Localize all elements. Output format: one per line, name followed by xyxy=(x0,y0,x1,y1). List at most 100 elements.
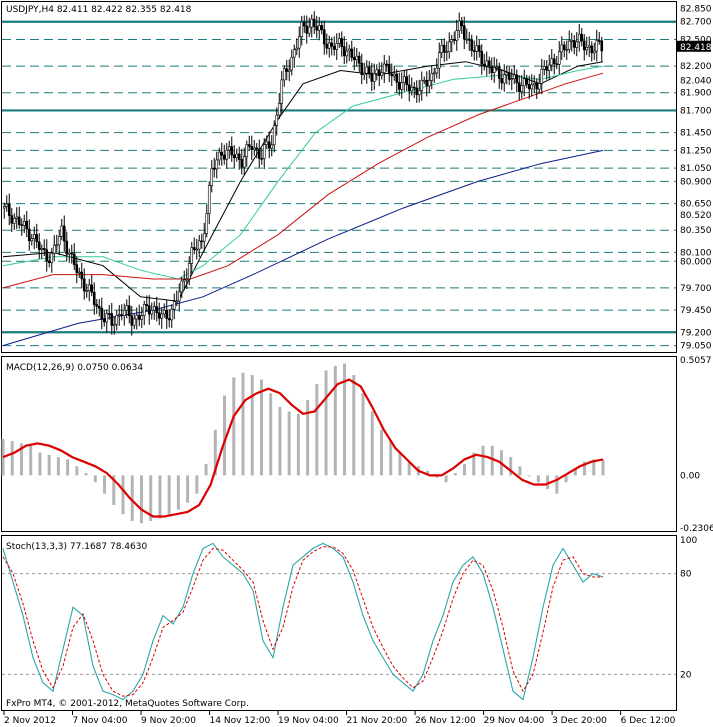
candle-body xyxy=(280,79,284,104)
candle xyxy=(495,58,499,72)
candle-body xyxy=(325,43,329,49)
candle-body xyxy=(347,48,351,52)
candle-body xyxy=(382,63,386,74)
macd-histogram-bar xyxy=(389,441,393,476)
candle-body xyxy=(445,51,449,53)
current-price-tag xyxy=(677,40,711,52)
macd-histogram-bar xyxy=(490,445,494,476)
candle-body xyxy=(42,248,46,251)
candle xyxy=(65,231,69,262)
candle xyxy=(135,307,139,330)
candle-body xyxy=(35,234,39,243)
candle xyxy=(325,33,329,55)
candle-body xyxy=(397,81,401,90)
candle xyxy=(387,55,391,83)
macd-histogram-bar xyxy=(66,459,70,476)
candle xyxy=(95,299,99,314)
candle-body xyxy=(202,233,206,242)
macd-histogram-bar xyxy=(361,393,365,476)
candle xyxy=(332,36,336,56)
candle-body xyxy=(487,60,491,67)
candle-body xyxy=(390,73,394,77)
candle-body xyxy=(90,284,94,293)
macd-histogram-bar xyxy=(250,374,254,476)
candle-body xyxy=(167,318,171,321)
candle xyxy=(215,151,219,179)
candle-body xyxy=(547,64,551,71)
candle-body xyxy=(357,55,361,64)
candle-body xyxy=(300,21,304,38)
candle-body xyxy=(212,168,216,170)
candle xyxy=(137,304,141,327)
macd-signal-path xyxy=(2,378,604,518)
candle-body xyxy=(582,40,586,51)
candle-body xyxy=(480,51,484,65)
macd-histogram-bar xyxy=(426,470,430,476)
candle-body xyxy=(380,72,384,76)
candle-body xyxy=(342,46,346,57)
price-axis-label: 81.900 xyxy=(680,89,712,99)
price-panel: USDJPY,H4 82.411 82.422 82.355 82.418 82… xyxy=(1,1,712,353)
candle-body xyxy=(360,62,364,75)
candle-body xyxy=(462,25,466,40)
stoch-panel: Stoch(13,3,3) 77.1687 78.4630 FxPro MT4,… xyxy=(1,535,697,711)
candle-body xyxy=(350,48,354,58)
candle xyxy=(545,60,549,80)
candle xyxy=(447,32,451,59)
candle-body xyxy=(597,40,601,42)
candle xyxy=(110,302,114,335)
candle xyxy=(437,42,441,79)
candle xyxy=(10,207,14,232)
candle-body xyxy=(15,216,19,219)
macd-histogram-bar xyxy=(278,406,282,476)
candle xyxy=(290,49,294,76)
candle-body xyxy=(395,73,399,83)
macd-histogram-bar xyxy=(509,457,513,476)
candle-body xyxy=(157,312,161,319)
candle-body xyxy=(122,309,126,316)
candle xyxy=(515,69,519,93)
candle xyxy=(240,148,244,175)
price-axis-label: 79.450 xyxy=(680,306,712,316)
macd-axis-label: 0.5057 xyxy=(680,356,712,366)
macd-histogram-bar xyxy=(1,438,5,476)
candle-body xyxy=(415,87,419,96)
macd-histogram-bar xyxy=(93,475,97,483)
macd-histogram-bar xyxy=(186,475,190,503)
candle xyxy=(465,28,469,44)
candle xyxy=(375,64,379,81)
candle xyxy=(67,248,71,263)
candle-body xyxy=(255,147,259,150)
candle-body xyxy=(592,50,596,54)
candle xyxy=(62,215,66,252)
candle xyxy=(47,253,51,268)
candle xyxy=(347,44,351,62)
copyright: FxPro MT4, © 2001-2012, MetaQuotes Softw… xyxy=(6,699,249,709)
candle-body xyxy=(595,40,599,52)
candle-body xyxy=(62,225,66,242)
candle xyxy=(100,297,104,330)
candle-body xyxy=(322,29,326,45)
candle-body xyxy=(160,313,164,319)
candle-body xyxy=(505,72,509,76)
candle xyxy=(472,40,476,61)
candle-body xyxy=(297,36,301,49)
candle xyxy=(210,160,214,193)
candle-body xyxy=(282,68,286,81)
candle xyxy=(207,181,211,225)
candle xyxy=(497,62,501,89)
time-axis-label: 7 Nov 04:00 xyxy=(73,716,128,726)
time-axis-label: 9 Nov 20:00 xyxy=(141,716,196,726)
candle xyxy=(305,15,309,44)
candle xyxy=(420,71,424,101)
candle xyxy=(90,274,94,297)
candle-body xyxy=(275,114,279,126)
candle-body xyxy=(195,248,199,251)
candle xyxy=(272,120,276,153)
candle xyxy=(312,11,316,34)
candle-body xyxy=(482,63,486,67)
candle xyxy=(555,56,559,69)
candle-body xyxy=(560,44,564,53)
candle xyxy=(152,301,156,320)
macd-histogram-bar xyxy=(398,452,402,476)
